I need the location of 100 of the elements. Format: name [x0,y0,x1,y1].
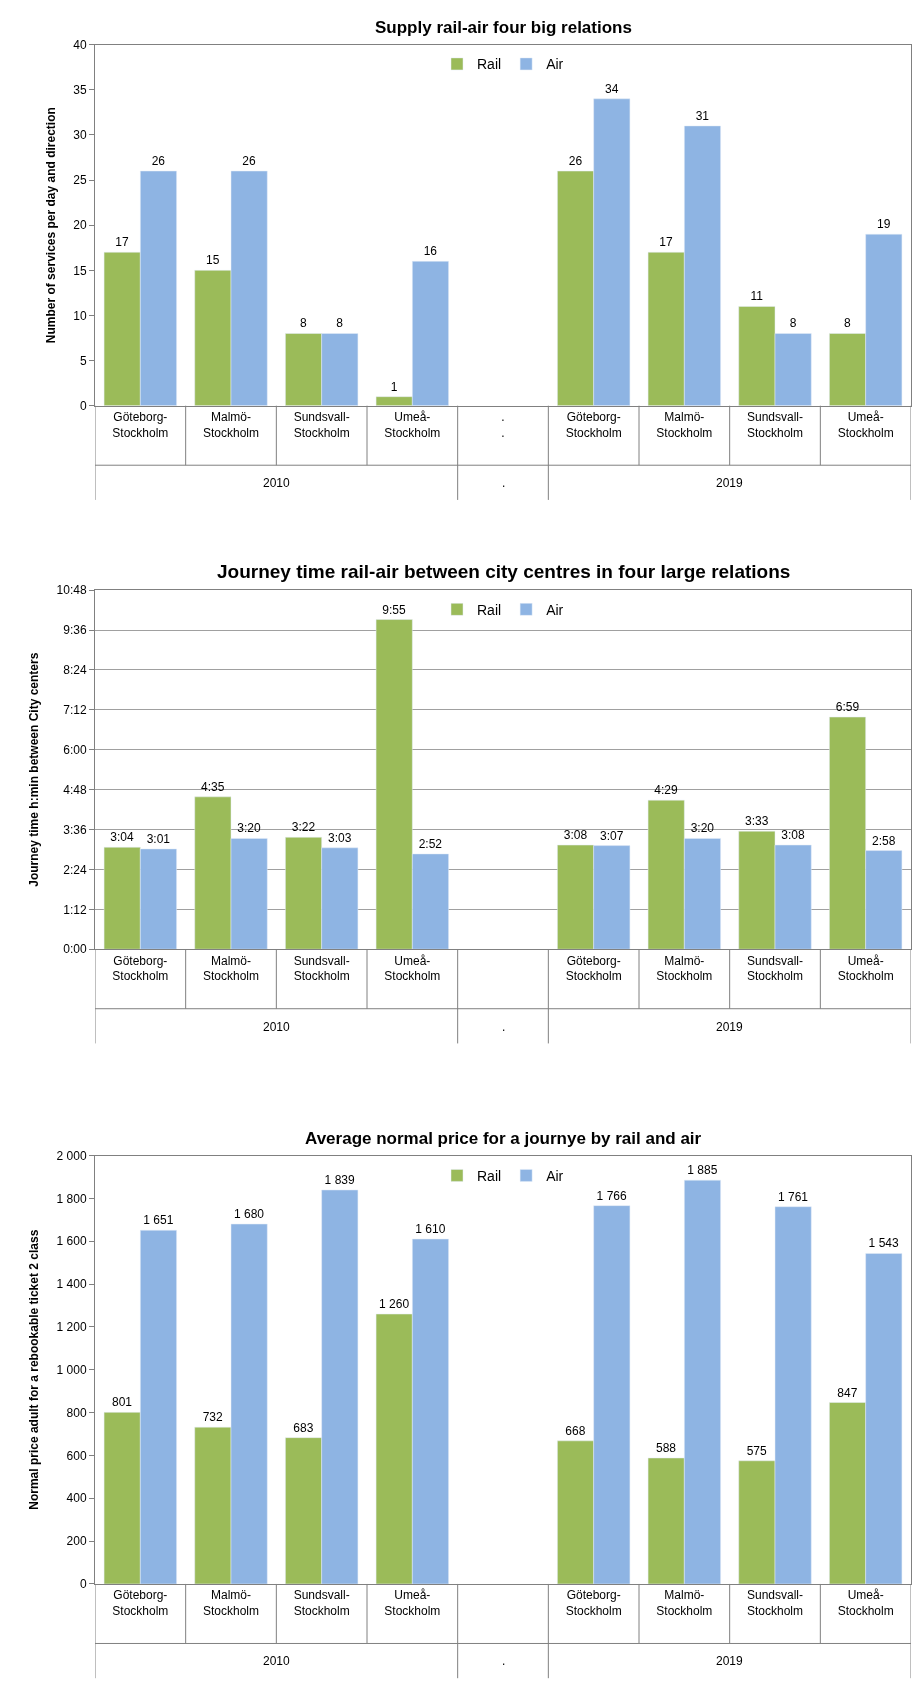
y-tick-label: 9:36 [63,623,87,638]
data-label: 31 [695,108,710,123]
data-label: 1 885 [687,1163,718,1178]
y-tick-label: 35 [73,83,87,98]
legend-label: Rail [477,1167,502,1184]
x-tick-label: Sundsvall- Stockholm [746,410,804,440]
data-label: 3:20 [690,821,715,836]
data-label: 11 [750,289,764,304]
data-label: 9:55 [382,602,407,617]
data-label: 1 766 [596,1188,627,1203]
y-tick-label: 10 [73,308,87,323]
data-label: 15 [206,253,220,268]
data-label: 575 [746,1443,768,1458]
data-label: 16 [423,244,438,259]
y-tick-label: 800 [66,1405,87,1420]
legend-label: Air [546,1167,564,1184]
text: 2010 [263,476,291,490]
data-label: 3:33 [745,814,769,829]
data-label: 588 [656,1441,677,1455]
y-tick-label: 0 [79,398,87,413]
legend-label: Air [546,601,564,618]
y-tick-label: 1 400 [56,1277,87,1292]
legend-label: Air [546,56,564,73]
legend-label: Rail [477,601,502,618]
data-label: 26 [242,154,256,169]
x-tick-label: Sundsvall- Stockholm [293,410,350,440]
data-label: 34 [604,81,619,96]
y-tick-label: 15 [73,263,87,278]
y-tick-label: 1 200 [56,1320,87,1335]
data-label: 3:07 [599,828,624,843]
data-label: 4:35 [201,779,225,794]
y-tick-label: 3:36 [63,822,87,837]
x-tick-label: Malmö- Stockholm [202,1588,260,1618]
x-tick-label: Umeå- Stockholm [837,1588,894,1618]
data-label: 801 [112,1395,133,1410]
text: 2019 [716,1020,744,1034]
x-tick-label: . . [501,410,505,440]
y-tick-label: 10:48 [56,583,87,598]
x-tick-label: Malmö- Stockholm [202,953,260,984]
y-tick-label: 8:24 [63,663,87,678]
data-label: 8 [844,316,852,331]
x-tick-label: Sundsvall- Stockholm [746,1588,804,1618]
data-label: 668 [565,1423,586,1438]
x-tick-label: Umeå- Stockholm [837,410,894,440]
data-label: 8 [789,316,797,331]
x-tick-label: Malmö- Stockholm [656,953,713,984]
y-tick-label: 1 000 [56,1362,87,1377]
chart-title: Average normal price for a journye by rail and air [305,1129,702,1148]
x-tick-label: Göteborg- Stockholm [112,410,169,440]
data-label: 1 680 [233,1207,265,1222]
data-label: 26 [151,154,166,169]
data-label: 3:01 [146,831,171,846]
y-tick-label: 0:00 [63,942,87,957]
y-tick-label: 7:12 [63,703,87,718]
x-tick-label: Malmö- Stockholm [656,1588,713,1618]
data-label: 1 610 [415,1222,446,1237]
x-tick-label: Göteborg- Stockholm [112,953,169,984]
y-tick-label: 1:12 [63,902,87,917]
y-axis-title: Normal price adult for a rebookable ticket 2 class [26,1229,41,1510]
y-tick-label: 6:00 [63,742,87,757]
y-tick-label: 600 [66,1448,87,1463]
y-tick-label: 1 600 [56,1234,87,1249]
data-label: 6:59 [835,700,860,715]
text: 2010 [263,1654,291,1668]
data-label: 17 [115,235,130,250]
x-tick-label: Malmö- Stockholm [202,410,260,440]
y-tick-label: 40 [73,37,87,52]
y-tick-label: 20 [73,218,87,233]
data-label: 4:29 [654,783,679,798]
x-tick-label: Umeå- Stockholm [384,953,441,984]
chart-title: Supply rail-air four big relations [375,18,632,37]
data-label: 1 260 [379,1297,410,1312]
data-label: 3:03 [327,830,352,845]
x-tick-label: Göteborg- Stockholm [565,410,622,440]
data-label: 1 839 [324,1173,355,1187]
x-tick-label: Umeå- Stockholm [384,410,441,440]
data-label: 3:04 [110,830,135,845]
text: . [502,1654,506,1668]
data-label: 732 [202,1410,224,1425]
data-label: 2:58 [871,833,896,848]
data-label: 3:08 [781,828,805,843]
data-label: 19 [876,217,891,232]
x-tick-label: Göteborg- Stockholm [565,953,622,984]
data-label: 683 [293,1420,314,1435]
data-label: 8 [336,316,344,331]
x-tick-label: Sundsvall- Stockholm [746,953,804,984]
x-tick-label: Malmö- Stockholm [656,410,713,440]
data-label: 3:20 [237,821,261,836]
text: . [502,476,506,490]
data-label: 8 [300,316,308,331]
y-tick-label: 0 [79,1577,87,1592]
text: 2010 [263,1020,291,1034]
y-tick-label: 4:48 [63,782,87,797]
data-label: 17 [659,235,674,250]
data-label: 1 543 [868,1236,899,1251]
text: . [502,1020,506,1034]
x-tick-label: Umeå- Stockholm [837,953,894,984]
data-label: 26 [568,154,583,169]
y-tick-label: 5 [79,353,87,368]
chart-title: Journey time rail-air between city centres in four large relations [217,561,791,582]
